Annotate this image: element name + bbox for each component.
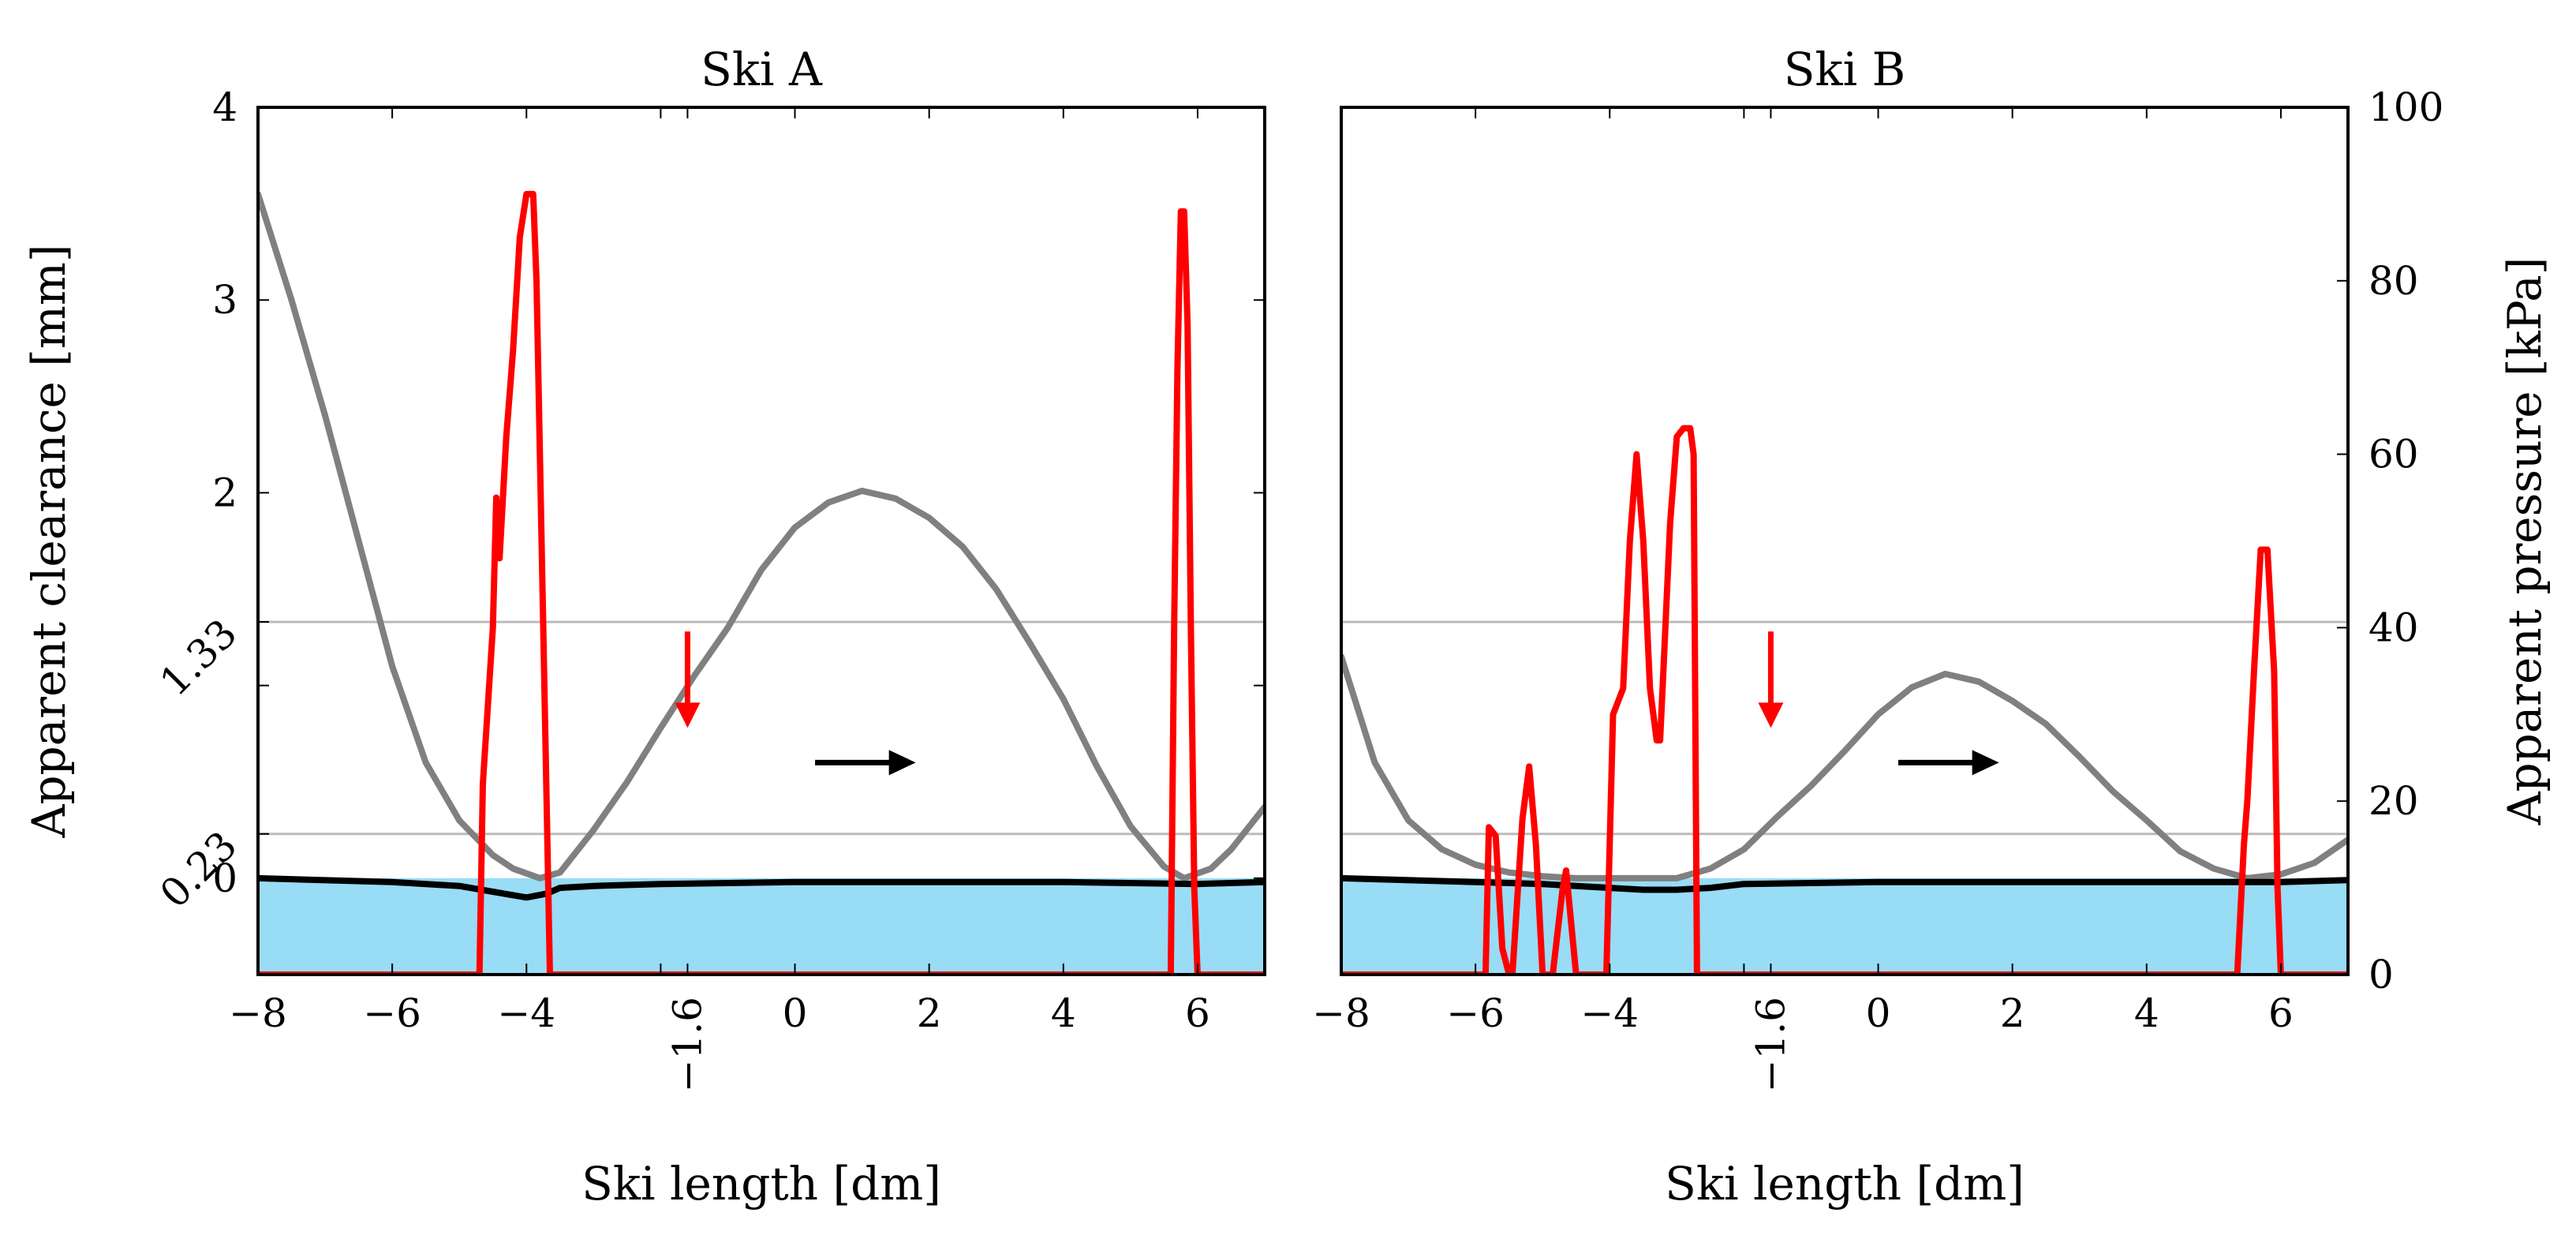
a-ytick-label-0: 0 bbox=[212, 855, 237, 901]
a-xtick-label-neg4: −4 bbox=[497, 990, 555, 1036]
ski-a-x-axis-label: Ski length [dm] bbox=[581, 1157, 941, 1211]
a-xtick-label-4: 4 bbox=[1051, 990, 1076, 1036]
b-xtick-label-0: 0 bbox=[1866, 990, 1891, 1036]
a-xtick-label-neg6: −6 bbox=[363, 990, 421, 1036]
ski-b-pressure-line bbox=[1341, 425, 2348, 975]
ski-b-plot-frame bbox=[1340, 106, 2350, 976]
b-ytick-label-100: 100 bbox=[2368, 84, 2443, 130]
ski-b-base-fill bbox=[1341, 878, 2348, 975]
ski-a-plot-frame bbox=[256, 106, 1266, 976]
a-xtick-label-2: 2 bbox=[917, 990, 942, 1036]
b-xtick-label-neg4: −4 bbox=[1580, 990, 1639, 1036]
a-ytick-label-3: 3 bbox=[212, 277, 237, 323]
b-xtick-label-4: 4 bbox=[2134, 990, 2159, 1036]
b-ytick-label-0: 0 bbox=[2368, 952, 2394, 997]
a-xtick-label-neg8: −8 bbox=[229, 990, 287, 1036]
ski-b-arrow-right bbox=[1898, 750, 1999, 776]
ski-a-arrow-right bbox=[815, 750, 916, 776]
ski-b-x-axis-label: Ski length [dm] bbox=[1665, 1157, 2025, 1211]
ski-a-title: Ski A bbox=[701, 43, 823, 96]
ski-b-arrow-down bbox=[1758, 631, 1784, 728]
ski-b-clearance-line bbox=[1341, 653, 2348, 881]
ski-a-base-line bbox=[258, 874, 1265, 901]
ski-a-arrow-down bbox=[675, 631, 701, 728]
b-xtick-label-extra: −1.6 bbox=[1748, 997, 1793, 1092]
ski-b-title: Ski B bbox=[1784, 43, 1906, 96]
a-ytick-label-extra-0: 1.33 bbox=[151, 611, 246, 705]
ski-a-clearance-line bbox=[258, 190, 1265, 881]
a-ytick-label-4: 4 bbox=[212, 84, 237, 130]
ski-a-pressure-line bbox=[258, 190, 1265, 975]
ski-b-y-tick-labels: 0 20 40 60 80 100 bbox=[2368, 84, 2443, 997]
b-xtick-label-neg8: −8 bbox=[1312, 990, 1370, 1036]
panel-ski-b: −8 −6 −4 0 2 4 6 −1.6 0 20 40 60 80 100 Ski B Ski le… bbox=[1312, 43, 2552, 1211]
b-xtick-label-2: 2 bbox=[2000, 990, 2025, 1036]
a-xtick-label-0: 0 bbox=[783, 990, 808, 1036]
ski-a-ticks bbox=[257, 107, 1265, 975]
b-xtick-label-neg6: −6 bbox=[1446, 990, 1505, 1036]
b-ytick-label-20: 20 bbox=[2368, 778, 2419, 824]
ski-a-x-tick-labels: −8 −6 −4 0 2 4 6 −1.6 bbox=[229, 990, 1210, 1092]
ski-b-x-tick-labels: −8 −6 −4 0 2 4 6 −1.6 bbox=[1312, 990, 2294, 1092]
ski-b-y-axis-label: Apparent pressure [kPa] bbox=[2498, 257, 2552, 826]
a-ytick-label-2: 2 bbox=[212, 470, 237, 515]
b-ytick-label-60: 60 bbox=[2368, 432, 2419, 477]
a-xtick-label-extra: −1.6 bbox=[664, 997, 710, 1092]
b-xtick-label-6: 6 bbox=[2268, 990, 2294, 1036]
b-ytick-label-80: 80 bbox=[2368, 258, 2419, 304]
ski-a-y-axis-label: Apparent clearance [mm] bbox=[22, 245, 76, 839]
ski-a-base-fill bbox=[258, 878, 1265, 975]
a-xtick-label-6: 6 bbox=[1185, 990, 1210, 1036]
b-ytick-label-40: 40 bbox=[2368, 604, 2419, 650]
ski-b-ticks bbox=[1340, 107, 2348, 975]
